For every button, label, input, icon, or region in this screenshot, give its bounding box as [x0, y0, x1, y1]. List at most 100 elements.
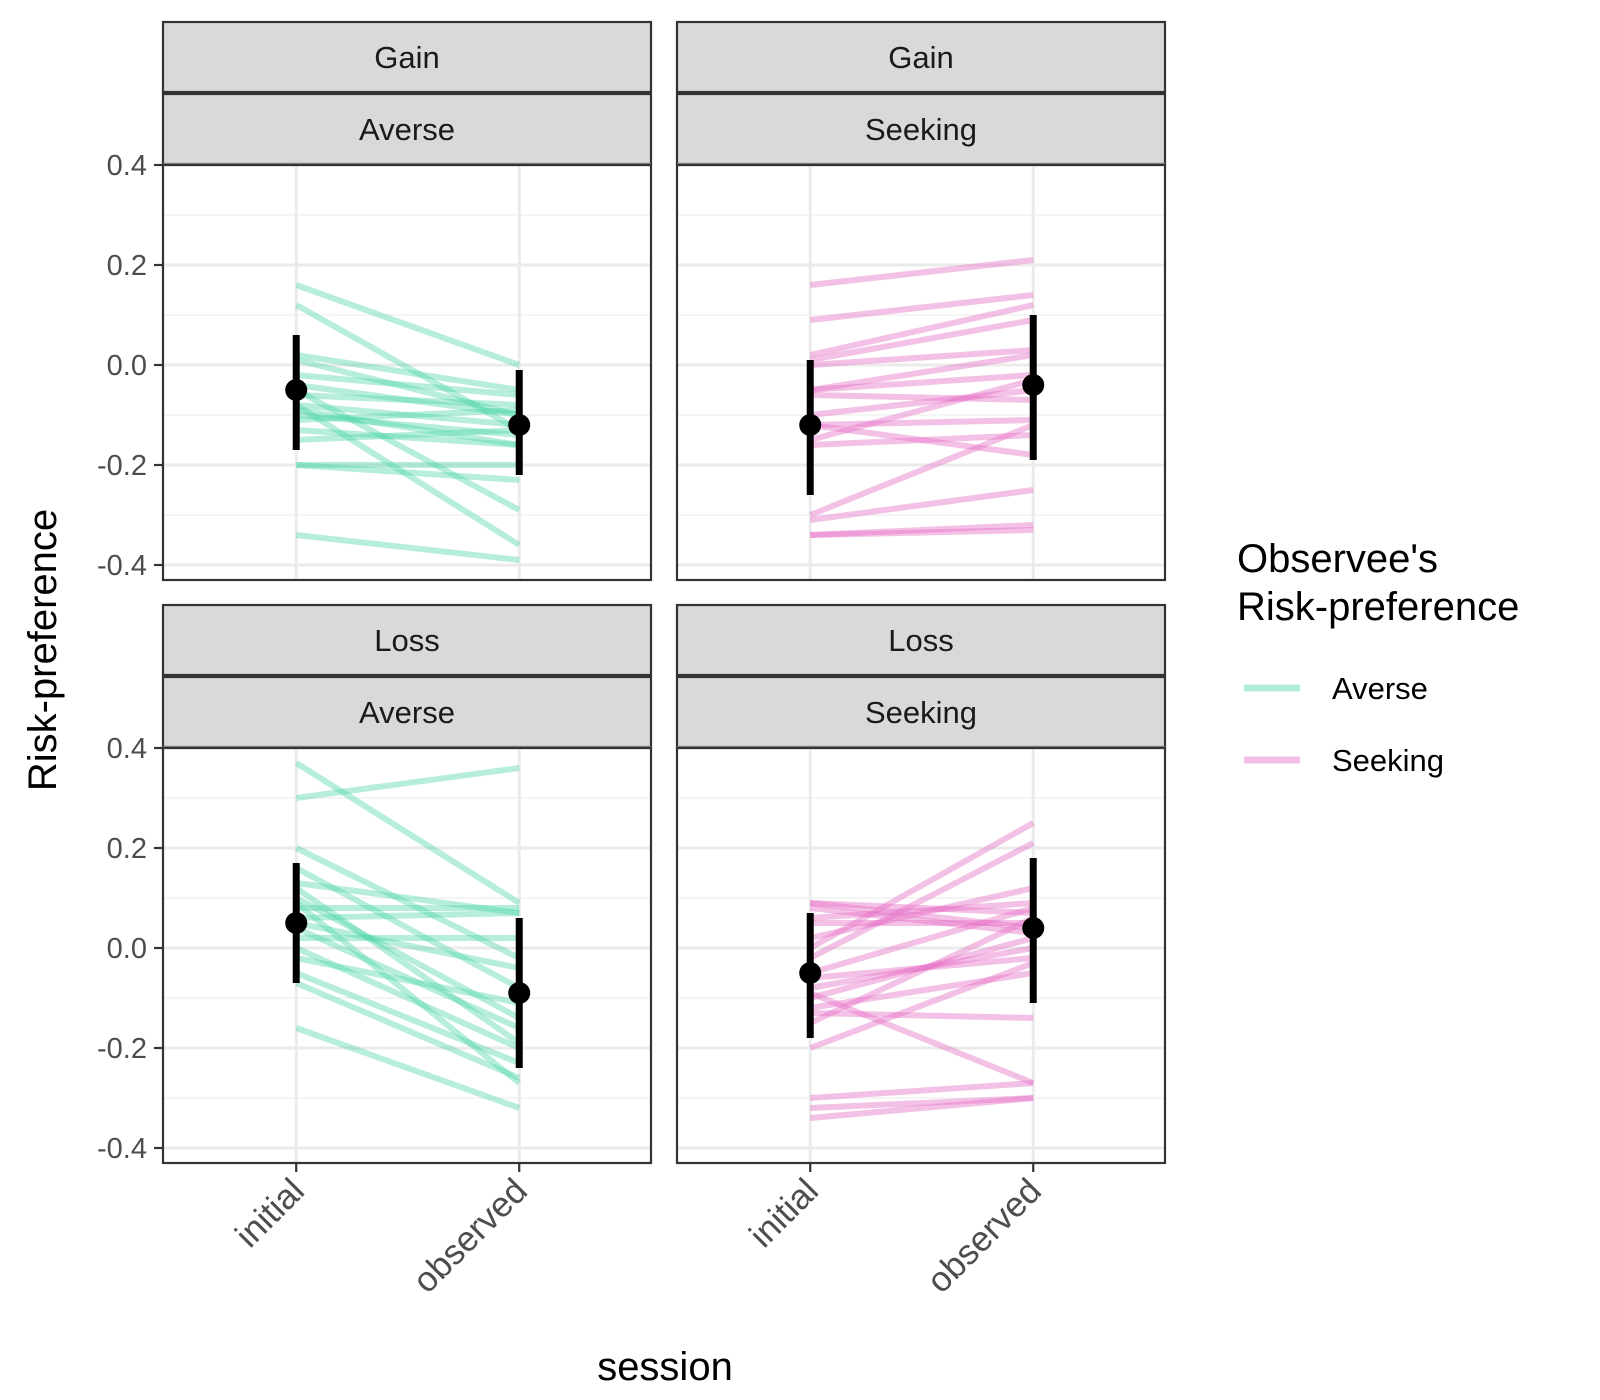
subject-line — [294, 945, 521, 1051]
subject-line — [810, 522, 1034, 538]
subject-line — [810, 527, 1034, 538]
subject-line — [295, 920, 520, 971]
legend: Observee's Risk-preference Averse Seekin… — [1237, 537, 1519, 778]
mean-point-observed — [1022, 917, 1045, 939]
y-tick-label: 0.4 — [107, 733, 147, 765]
y-tick-label: 0.2 — [107, 250, 147, 282]
x-tick-label-initial: initial — [742, 1171, 826, 1255]
subject-line — [809, 422, 1034, 458]
subject-line — [810, 1010, 1034, 1021]
subject-line — [295, 402, 520, 428]
x-axis-title: session — [597, 1345, 733, 1389]
panel-loss-seeking: Loss Seeking — [675, 603, 1167, 1165]
y-tick-label: 0.0 — [107, 350, 147, 382]
subject-line — [294, 900, 522, 1086]
subject-line — [809, 377, 1035, 443]
subject-line — [294, 885, 521, 1046]
subject-line — [294, 845, 521, 961]
panel-background — [677, 165, 1165, 580]
subject-line — [294, 402, 521, 548]
panel-background — [677, 748, 1165, 1163]
subject-line — [296, 462, 520, 483]
strip-label-row: Gain — [374, 40, 439, 75]
subject-line — [809, 422, 1035, 518]
strip-loss-averse-col — [161, 675, 653, 749]
subject-line — [296, 910, 520, 921]
subject-line — [294, 895, 521, 1021]
subject-line — [809, 970, 1034, 1011]
y-tick-label: 0.0 — [107, 933, 147, 965]
y-axis-title: Risk-preference — [21, 509, 65, 791]
x-tick-label-initial: initial — [228, 1171, 312, 1255]
strip-label-col: Averse — [359, 112, 455, 147]
panel-border — [675, 163, 1167, 582]
strip-gain-seeking-row — [675, 20, 1167, 94]
subject-line — [295, 357, 520, 418]
subject-line — [295, 880, 520, 916]
subject-line — [809, 900, 1034, 931]
strip-label-row: Loss — [888, 623, 953, 658]
subject-line — [295, 980, 521, 1081]
subject-line — [809, 905, 1035, 976]
subject-line — [810, 372, 1034, 393]
strip-gain-seeking-col — [675, 92, 1167, 166]
subject-line — [809, 960, 1035, 1051]
subject-line — [809, 990, 1035, 1086]
subject-line — [295, 407, 520, 448]
subject-line — [808, 820, 1035, 951]
y-tick-label: -0.2 — [97, 450, 147, 482]
strip-loss-averse-row — [161, 603, 653, 677]
strip-gain-averse-col — [161, 92, 653, 166]
subject-line — [295, 765, 520, 801]
panel-loss-averse: Loss Averse — [161, 603, 653, 1165]
subject-line — [810, 392, 1034, 403]
subject-line — [808, 915, 1035, 1026]
legend-label-averse: Averse — [1332, 671, 1428, 706]
panel-background — [163, 748, 651, 1163]
subject-line — [809, 905, 1034, 936]
subject-line — [295, 970, 521, 1066]
subject-line — [810, 347, 1034, 368]
subject-line — [296, 392, 520, 408]
subject-line — [809, 935, 1035, 1001]
chart-panels: Gain Averse Gain Seeking Loss Averse Loss Seeki… — [161, 20, 1167, 1165]
subject-line — [810, 1080, 1034, 1101]
y-axes: 0.4 0.2 0.0 -0.2 -0.4 0.4 0.2 0.0 -0.2 -0.4 — [97, 150, 163, 1165]
y-tick-label: -0.2 — [97, 1033, 147, 1065]
legend-label-seeking: Seeking — [1332, 743, 1444, 778]
subject-line — [809, 487, 1034, 523]
subject-line — [810, 900, 1034, 921]
subject-line — [809, 955, 1034, 981]
y-tick-label: 0.2 — [107, 833, 147, 865]
subject-line — [809, 257, 1034, 288]
panel-border — [161, 746, 653, 1165]
mean-point-initial — [799, 962, 822, 984]
mean-point-observed — [508, 414, 531, 436]
x-tick-label-observed: observed — [406, 1171, 535, 1300]
subject-line — [294, 865, 521, 991]
subject-line — [295, 412, 520, 438]
legend-title-line-2: Risk-preference — [1237, 585, 1519, 629]
subject-line — [810, 432, 1034, 448]
subject-line — [294, 387, 521, 513]
subject-line — [809, 317, 1034, 363]
y-tick-label: -0.4 — [97, 550, 147, 582]
subject-line — [295, 282, 521, 368]
subject-line — [809, 387, 1034, 418]
mean-point-observed — [1022, 374, 1045, 396]
mean-point-observed — [508, 982, 531, 1004]
subject-line — [294, 302, 521, 433]
strip-label-row: Loss — [374, 623, 439, 658]
subject-line — [295, 532, 520, 563]
subject-line — [808, 840, 1035, 961]
subject-line — [296, 427, 520, 448]
y-tick-label: -0.4 — [97, 1133, 147, 1165]
legend-title-line-1: Observee's — [1237, 537, 1438, 581]
subject-line — [809, 302, 1034, 358]
strip-label-col: Seeking — [865, 112, 977, 147]
mean-point-initial — [285, 379, 308, 401]
subject-line — [809, 292, 1034, 323]
y-tick-label: 0.4 — [107, 150, 147, 182]
subject-line — [810, 1095, 1034, 1111]
